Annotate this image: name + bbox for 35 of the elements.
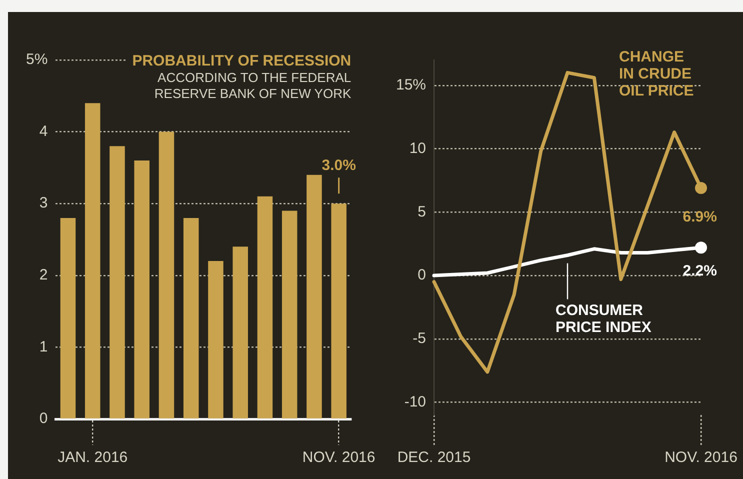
- data-label: 2.2%: [682, 262, 717, 280]
- y-tick-label: 0: [418, 266, 426, 284]
- bar: [84, 103, 100, 418]
- y-tick-label: 5: [418, 203, 426, 220]
- text: ACCORDING TO THE FEDERAL RESERVE BANK OF NEW YORK: [154, 70, 352, 102]
- y-tick-label: 2: [39, 266, 48, 284]
- y-tick-label: 10: [409, 140, 426, 157]
- legend-label: CONSUMER PRICE INDEX: [556, 302, 652, 336]
- x-tick-label: DEC. 2015: [397, 449, 471, 466]
- y-tick-label: 15%: [396, 76, 426, 94]
- chart-title: PROBABILITY OF RECESSION: [132, 52, 352, 70]
- bar: [306, 174, 322, 418]
- bar: [134, 160, 150, 418]
- x-tick-label: JAN. 2016: [58, 449, 128, 466]
- bar: [208, 261, 224, 418]
- y-tick-label: 4: [39, 122, 48, 140]
- y-tick-label: 3: [39, 194, 48, 212]
- x-tick-label: NOV. 2016: [302, 449, 376, 466]
- bar: [158, 132, 174, 418]
- data-label: 3.0%: [322, 157, 356, 174]
- bar: [257, 196, 273, 418]
- bar: [282, 210, 298, 418]
- y-tick-label: 1: [39, 338, 48, 356]
- bar: [183, 218, 199, 418]
- bar: [60, 218, 76, 418]
- bar: [110, 146, 125, 418]
- y-tick-label: -5: [412, 330, 426, 348]
- x-tick-label: NOV. 2016: [664, 449, 738, 466]
- series-label: CHANGE IN CRUDE OIL PRICE: [619, 48, 694, 100]
- y-tick-label: -10: [404, 393, 426, 410]
- data-label: 6.9%: [682, 208, 717, 226]
- y-tick-label: 0: [39, 410, 48, 428]
- bar: [331, 204, 346, 418]
- bar: [232, 246, 248, 418]
- y-tick-label: 5%: [26, 51, 48, 68]
